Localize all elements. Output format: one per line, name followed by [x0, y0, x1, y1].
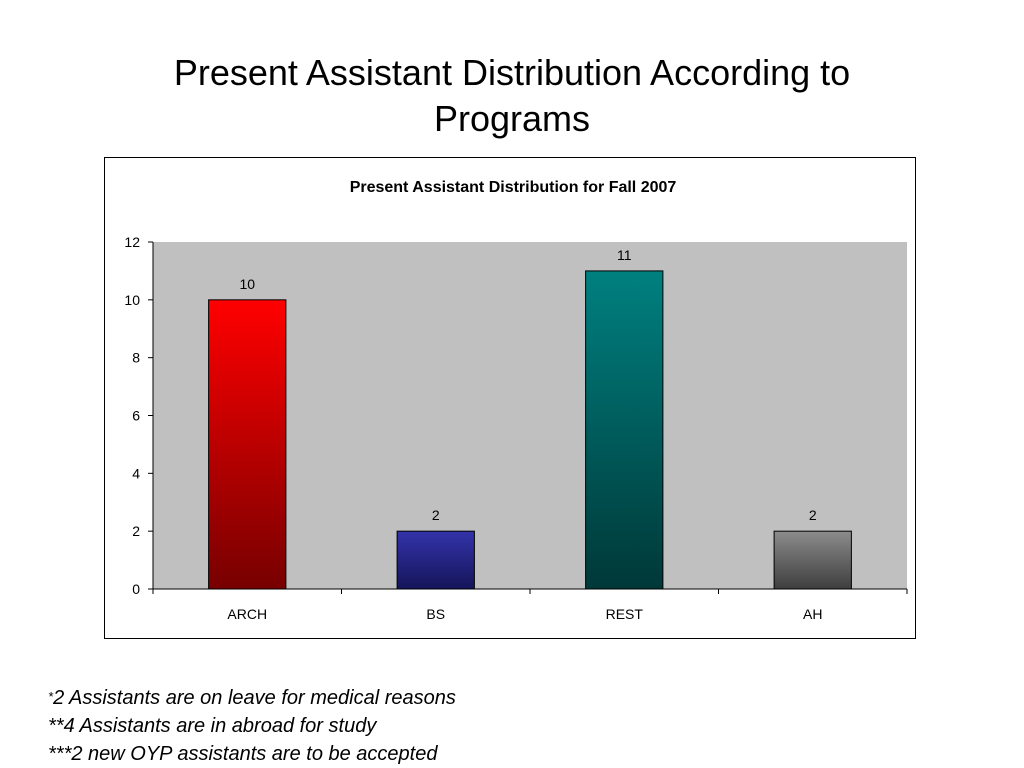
footnote-1-star: *: [48, 689, 54, 704]
y-tick-label-0: 0: [132, 581, 140, 597]
bar-chart: Present Assistant Distribution for Fall …: [124, 179, 908, 622]
bar-arch: [208, 299, 287, 590]
bar-bs: [396, 530, 475, 590]
y-tick-label-10: 10: [124, 292, 140, 308]
chart-frame: Present Assistant Distribution for Fall …: [104, 157, 916, 639]
slide-title: Present Assistant Distribution According…: [62, 50, 962, 142]
footnote-2-text: **4 Assistants are in abroad for study: [48, 715, 377, 737]
x-tick-label-arch: ARCH: [227, 606, 267, 622]
y-tick-label-8: 8: [132, 350, 140, 366]
data-label-arch: 10: [239, 276, 255, 292]
slide-title-line2: Programs: [433, 98, 591, 139]
footnotes: *2 Assistants are on leave for medical r…: [48, 683, 456, 768]
footnote-2: **4 Assistants are in abroad for study: [48, 712, 456, 740]
footnote-3-text: ***2 new OYP assistants are to be accept…: [48, 743, 438, 765]
chart-title: Present Assistant Distribution for Fall …: [350, 179, 677, 196]
bar-rest: [585, 270, 664, 590]
x-tick-label-ah: AH: [803, 606, 822, 622]
y-tick-label-4: 4: [132, 465, 140, 481]
x-tick-label-rest: REST: [606, 606, 644, 622]
bar-ah: [773, 530, 852, 590]
footnote-1: *2 Assistants are on leave for medical r…: [48, 683, 456, 712]
y-tick-label-12: 12: [124, 234, 140, 250]
footnote-3: ***2 new OYP assistants are to be accept…: [48, 740, 456, 768]
y-tick-label-2: 2: [132, 523, 140, 539]
slide-title-line1: Present Assistant Distribution According…: [173, 52, 851, 93]
y-tick-label-6: 6: [132, 408, 140, 424]
data-label-ah: 2: [809, 507, 817, 523]
data-label-bs: 2: [432, 507, 440, 523]
footnote-1-text: 2 Assistants are on leave for medical re…: [53, 687, 456, 709]
data-label-rest: 11: [617, 247, 632, 263]
x-tick-label-bs: BS: [426, 606, 445, 622]
